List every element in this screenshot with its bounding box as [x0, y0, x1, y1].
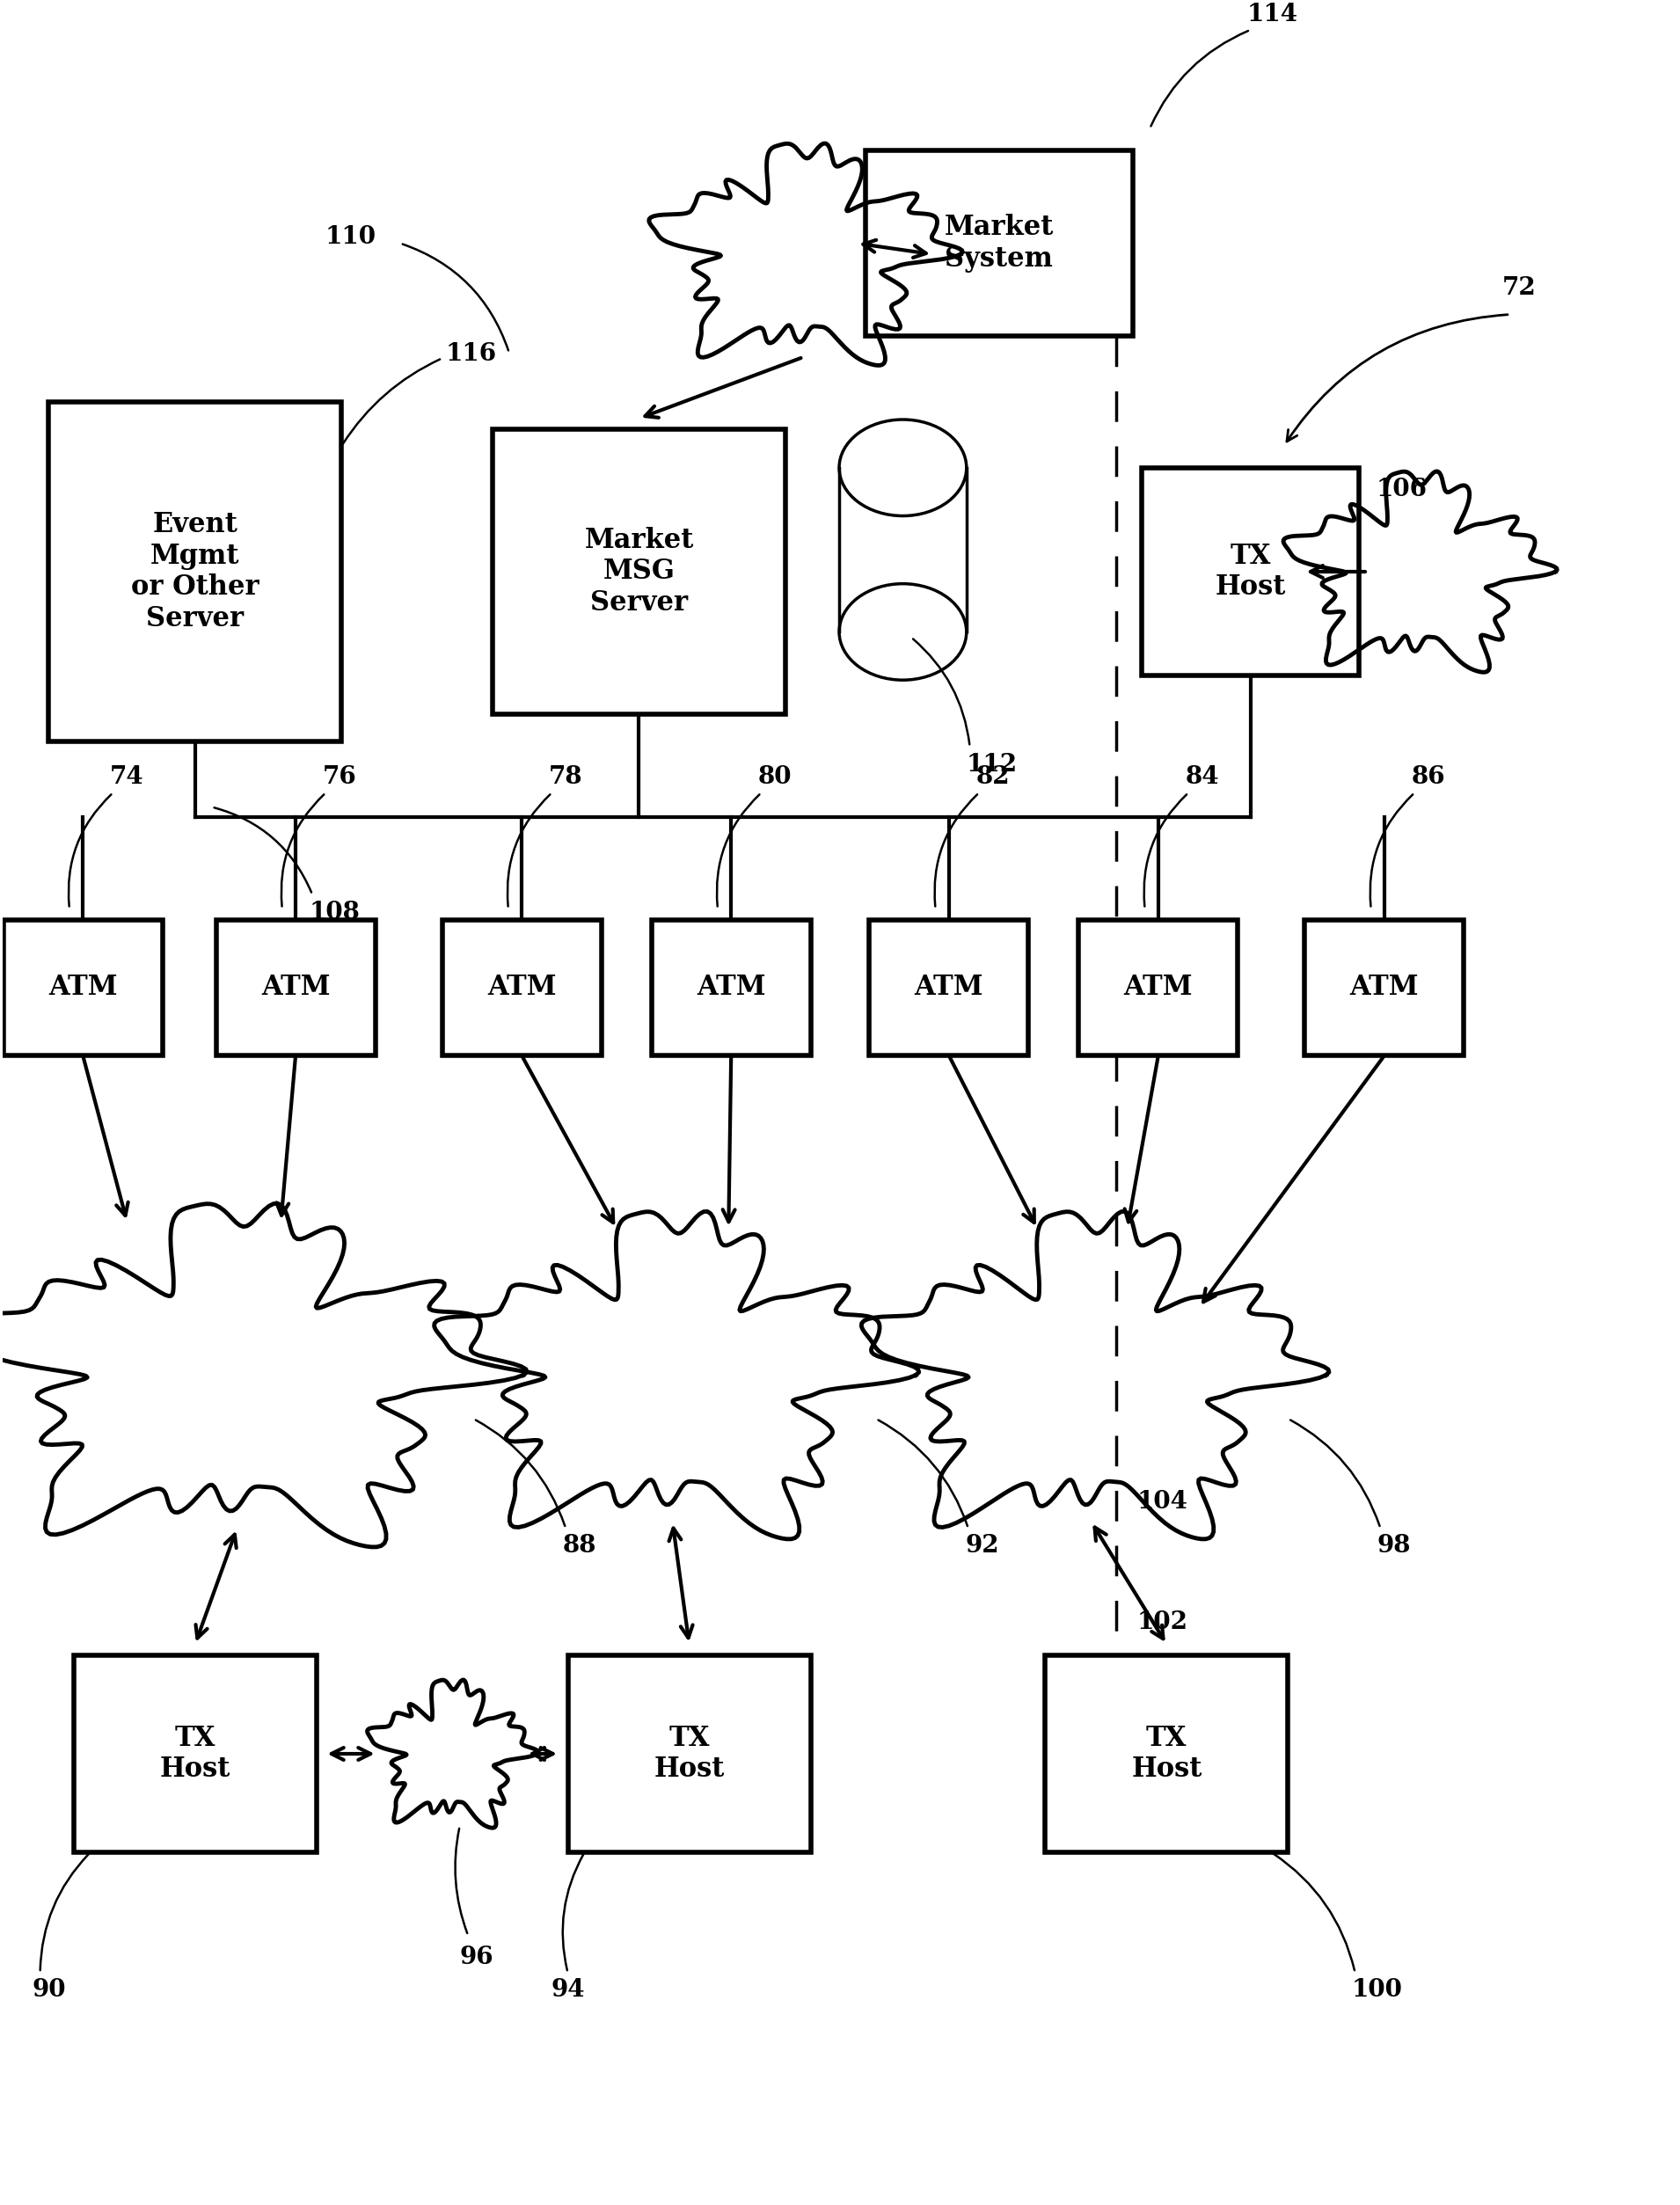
- Text: 76: 76: [323, 765, 356, 789]
- Text: ATM: ATM: [914, 975, 983, 1001]
- Text: 74: 74: [109, 765, 143, 789]
- Ellipse shape: [840, 584, 966, 679]
- Text: Market
MSG
Server: Market MSG Server: [585, 527, 694, 617]
- Text: 84: 84: [1184, 765, 1220, 789]
- Bar: [1305, 919, 1463, 1056]
- Ellipse shape: [840, 419, 966, 516]
- Text: ATM: ATM: [260, 975, 329, 1001]
- Text: 100: 100: [1352, 1978, 1403, 2002]
- Text: 72: 72: [1502, 276, 1536, 300]
- Text: TX
Host: TX Host: [1215, 542, 1285, 602]
- Text: 98: 98: [1378, 1535, 1411, 1557]
- Text: 86: 86: [1411, 765, 1445, 789]
- Text: 114: 114: [1247, 2, 1299, 26]
- Bar: [1141, 467, 1359, 675]
- Text: 108: 108: [309, 900, 360, 924]
- Text: 92: 92: [964, 1535, 1000, 1557]
- Bar: [869, 919, 1028, 1056]
- Text: TX
Host: TX Host: [1131, 1724, 1201, 1784]
- Text: TX
Host: TX Host: [160, 1724, 230, 1784]
- Text: 82: 82: [976, 765, 1010, 789]
- Text: Event
Mgmt
or Other
Server: Event Mgmt or Other Server: [131, 512, 259, 633]
- Bar: [652, 919, 811, 1056]
- Text: 112: 112: [966, 752, 1018, 776]
- Text: ATM: ATM: [697, 975, 766, 1001]
- Text: 90: 90: [32, 1978, 66, 2002]
- Text: ATM: ATM: [49, 975, 118, 1001]
- Text: 116: 116: [445, 342, 497, 366]
- Text: 106: 106: [1376, 478, 1426, 501]
- Text: 96: 96: [460, 1945, 494, 1969]
- Text: 104: 104: [1136, 1491, 1188, 1515]
- Text: ATM: ATM: [1124, 975, 1193, 1001]
- Text: 80: 80: [758, 765, 791, 789]
- Text: 88: 88: [563, 1535, 596, 1557]
- Bar: [568, 1656, 811, 1852]
- Bar: [1079, 919, 1238, 1056]
- Bar: [492, 430, 786, 714]
- Bar: [74, 1656, 316, 1852]
- Text: 94: 94: [551, 1978, 585, 2002]
- Polygon shape: [840, 467, 966, 633]
- Bar: [49, 401, 341, 741]
- Text: TX
Host: TX Host: [654, 1724, 724, 1784]
- Text: 102: 102: [1136, 1610, 1188, 1634]
- Text: 110: 110: [324, 225, 376, 249]
- Bar: [3, 919, 163, 1056]
- Bar: [217, 919, 375, 1056]
- Text: Market
System: Market System: [944, 214, 1053, 273]
- Text: ATM: ATM: [1351, 975, 1420, 1001]
- Text: 78: 78: [549, 765, 583, 789]
- Bar: [442, 919, 601, 1056]
- Bar: [865, 150, 1132, 337]
- Bar: [1045, 1656, 1289, 1852]
- Text: ATM: ATM: [487, 975, 556, 1001]
